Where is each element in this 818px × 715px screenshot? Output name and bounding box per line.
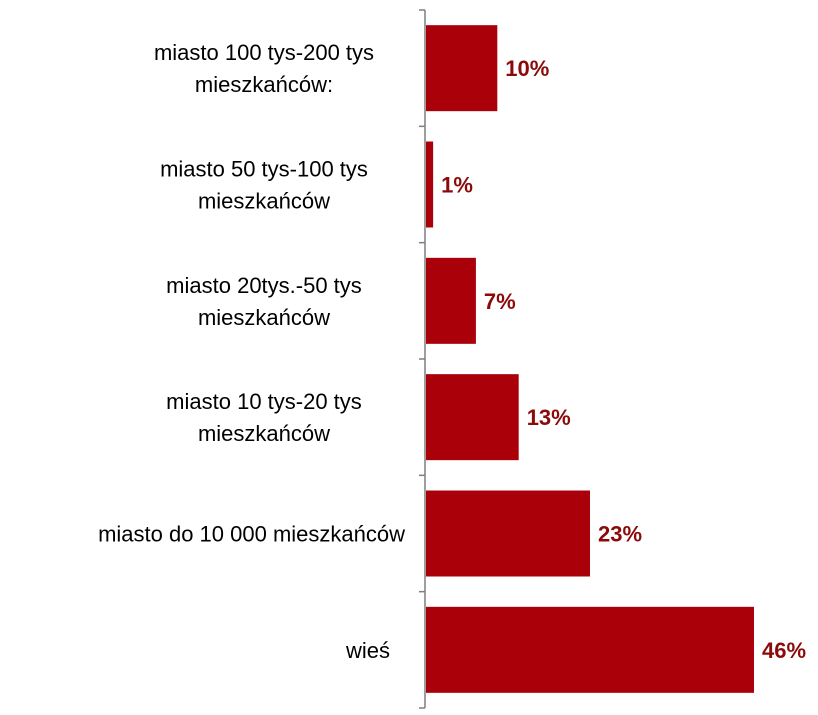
category-label-line: mieszkańców: bbox=[195, 72, 333, 97]
category-label: miasto 10 tys-20 tys mieszkańców bbox=[166, 389, 362, 446]
value-label: 1% bbox=[441, 173, 473, 198]
category-label: miasto 20tys.-50 tys mieszkańców bbox=[166, 273, 362, 330]
category-label-line: mieszkańców bbox=[198, 189, 330, 214]
category-label-line: miasto 20tys.-50 tys bbox=[166, 273, 362, 298]
bars-group bbox=[426, 25, 754, 693]
category-label: wieś bbox=[345, 638, 390, 663]
category-axis bbox=[419, 9, 426, 709]
bar bbox=[426, 25, 498, 112]
category-label-line: mieszkańców bbox=[198, 421, 330, 446]
value-label: 46% bbox=[762, 638, 806, 663]
value-label: 23% bbox=[598, 522, 642, 547]
bar bbox=[426, 374, 519, 461]
bar bbox=[426, 606, 754, 693]
category-label-line: mieszkańców bbox=[198, 305, 330, 330]
bar bbox=[426, 141, 434, 228]
category-label: miasto 50 tys-100 tys mieszkańców bbox=[160, 157, 368, 214]
category-label-line: miasto do 10 000 mieszkańców bbox=[98, 522, 405, 547]
category-label: miasto do 10 000 mieszkańców bbox=[98, 522, 405, 547]
category-label: miasto 100 tys-200 tys mieszkańców: bbox=[154, 40, 374, 97]
category-label-line: wieś bbox=[345, 638, 390, 663]
bar bbox=[426, 257, 476, 344]
category-label-line: miasto 50 tys-100 tys bbox=[160, 157, 368, 182]
value-labels: 10% 1% 7% 13% 23% 46% bbox=[441, 56, 806, 663]
category-label-line: miasto 10 tys-20 tys bbox=[166, 389, 362, 414]
category-labels: miasto 100 tys-200 tys mieszkańców:miasto… bbox=[98, 40, 405, 663]
value-label: 10% bbox=[505, 56, 549, 81]
category-label-line: miasto 100 tys-200 tys bbox=[154, 40, 374, 65]
value-label: 13% bbox=[527, 405, 571, 430]
bar bbox=[426, 490, 590, 577]
value-label: 7% bbox=[484, 289, 516, 314]
